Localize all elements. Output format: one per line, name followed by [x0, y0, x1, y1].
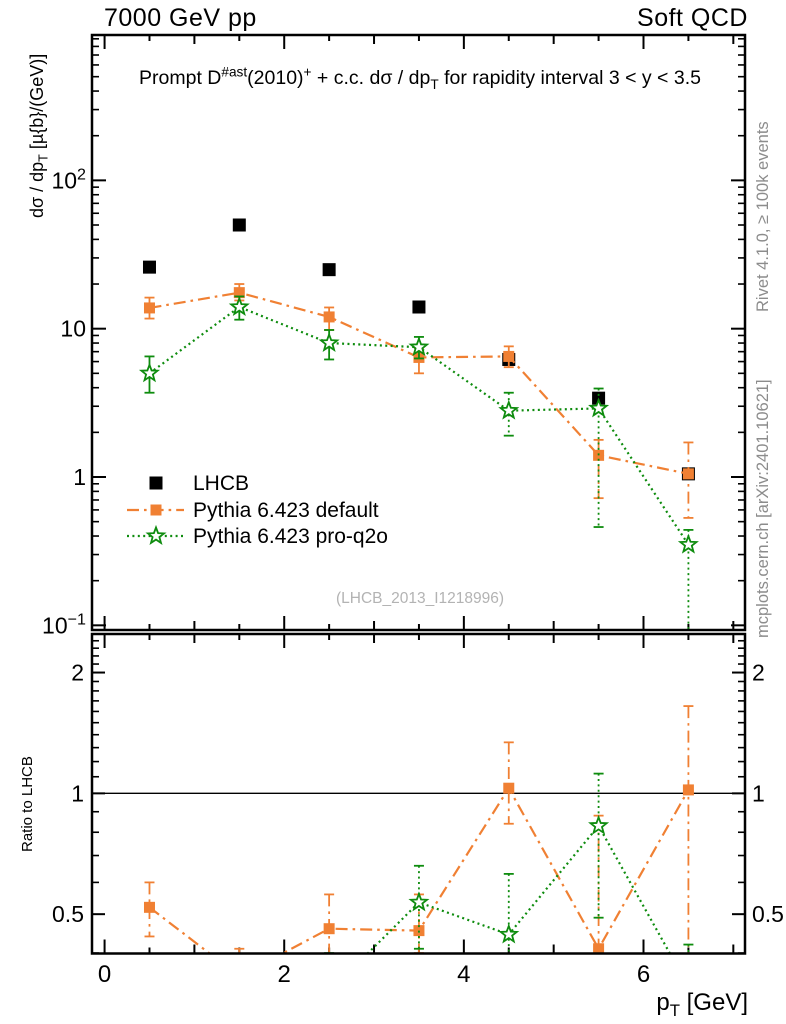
- series-pythia-6-423-pro-q2o-ratio: [231, 772, 694, 1022]
- ratio-y-tick-label-right: 0.5: [752, 901, 784, 927]
- marker-square: [142, 260, 156, 274]
- series-pythia-6-423-pro-q2o-main: [138, 295, 699, 630]
- ratio-y-axis-tick-labels: 2 2 1 1 0.5 0.5: [52, 660, 784, 928]
- marker-square: [593, 943, 605, 954]
- series-pythia-6-423-default-ratio: [143, 705, 694, 982]
- x-axis-title: pT [GeV]: [656, 989, 748, 1020]
- marker-star: [498, 399, 520, 420]
- legend-label: Pythia 6.423 default: [193, 499, 379, 522]
- legend-label: LHCB: [193, 472, 249, 495]
- ratio-y-axis-label: Ratio to LHCB: [19, 756, 36, 852]
- series-line: [149, 291, 689, 475]
- header-right: Soft QCD: [637, 4, 748, 32]
- chart-generated-content: 0 2 4 6 102 10 1 10−1 2 2 1 1 0.5 0.5 Prompt D#ast(201…: [27, 33, 784, 1022]
- marker-square: [503, 782, 515, 794]
- marker-star: [231, 1007, 247, 1022]
- main-y-tick-label: 102: [51, 166, 86, 194]
- marker-square: [232, 218, 246, 232]
- marker-square: [143, 302, 155, 314]
- marker-star: [588, 397, 610, 418]
- marker-square: [412, 300, 426, 314]
- rivet-version-note: Rivet 4.1.0, ≥ 100k events: [754, 121, 772, 312]
- marker-star: [677, 533, 699, 554]
- marker-star: [138, 362, 161, 383]
- main-panel-frame: [90, 33, 747, 632]
- marker-star: [588, 814, 610, 835]
- legend-entry-lhcb: LHCB: [149, 472, 249, 495]
- x-tick-label: 4: [457, 961, 470, 988]
- x-tick-label: 2: [278, 961, 291, 988]
- watermark: (LHCB_2013_I1218996): [336, 590, 504, 607]
- marker-square: [322, 263, 336, 277]
- ratio-y-tick-label-right: 2: [752, 660, 765, 686]
- marker-square: [149, 476, 163, 490]
- x-axis-tick-labels: 0 2 4 6: [98, 961, 650, 988]
- marker-square: [150, 504, 162, 516]
- ratio-panel-frame: [90, 632, 747, 955]
- main-y-axis-ticks: [92, 38, 745, 627]
- marker-star: [498, 923, 520, 944]
- marker-square: [503, 350, 515, 362]
- header-left: 7000 GeV pp: [104, 4, 257, 32]
- marker-star: [408, 336, 430, 357]
- marker-square: [323, 923, 335, 935]
- ratio-y-tick-label-left: 1: [71, 780, 84, 806]
- main-y-axis-title: dσ / dpT [µ{b}/(GeV)]: [27, 54, 51, 218]
- marker-star: [228, 295, 250, 316]
- marker-star: [408, 891, 430, 912]
- x-tick-label: 0: [98, 961, 111, 988]
- marker-square: [143, 901, 155, 913]
- marker-star: [145, 524, 167, 545]
- legend-label: Pythia 6.423 pro-q2o: [193, 525, 388, 548]
- marker-square: [234, 971, 245, 982]
- x-tick-label: 6: [637, 961, 650, 988]
- marker-star: [321, 983, 337, 998]
- main-y-tick-label: 1: [73, 464, 86, 490]
- mcplots-arxiv-note: mcplots.cern.ch [arXiv:2401.10621]: [754, 379, 772, 638]
- marker-square: [233, 287, 245, 299]
- plot-title: Prompt D#ast(2010)+ + c.c. dσ / dpT for …: [139, 65, 701, 92]
- legend-entry-pythia-6-423-default: Pythia 6.423 default: [127, 499, 379, 522]
- legend: LHCB Pythia 6.423 default Pythia 6.423 pro…: [127, 472, 388, 548]
- main-y-tick-label: 10−1: [42, 611, 86, 639]
- marker-square: [593, 449, 605, 461]
- ratio-y-tick-label-right: 1: [752, 780, 765, 806]
- ratio-y-tick-label-left: 0.5: [52, 901, 84, 927]
- main-y-tick-label: 10: [60, 316, 86, 342]
- legend-entry-pythia-6-423-pro-q2o: Pythia 6.423 pro-q2o: [127, 524, 388, 548]
- ratio-y-tick-label-left: 2: [71, 660, 84, 686]
- main-y-axis-tick-labels: 102 10 1 10−1: [42, 166, 86, 639]
- marker-star: [318, 331, 340, 353]
- marker-square: [682, 784, 694, 796]
- marker-square: [682, 468, 694, 480]
- marker-square: [323, 311, 335, 323]
